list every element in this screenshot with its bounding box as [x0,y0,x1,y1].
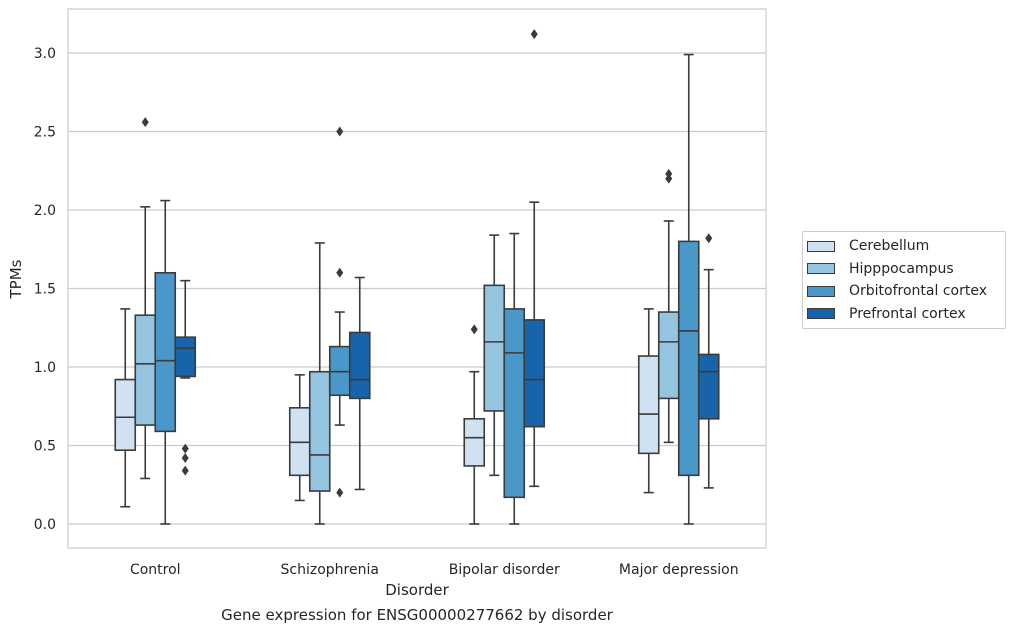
box-orbitofrontal-cortex [503,232,526,525]
outlier-point [665,168,673,179]
outlier-point [181,465,189,476]
legend-item: Cerebellum [803,235,1005,258]
box-cerebellum [114,308,137,508]
outlier-point [705,233,713,244]
y-tick-labels: 0.0 0.5 1.0 1.5 2.0 2.5 3.0 [34,46,56,533]
box-iqr [503,308,526,499]
y-axis-label: TPMs [7,259,25,299]
box-iqr [174,336,197,378]
y-tick-label: 2.5 [34,125,56,141]
box-cerebellum [463,324,486,525]
x-tick-label: Control [130,562,181,578]
outlier-point [336,487,344,498]
plot-area-frame [67,8,767,549]
y-tick-label: 0.0 [34,517,56,533]
box-hipppocampus [657,168,680,444]
box-iqr [657,311,680,400]
x-tick-label: Schizophrenia [281,562,379,578]
legend-label: Hipppocampus [849,260,954,277]
legend: Cerebellum Hipppocampus Orbitofrontal cort… [802,231,1006,329]
box-iqr [154,271,177,433]
legend-label: Prefrontal cortex [849,305,966,322]
box-orbitofrontal-cortex [677,53,700,525]
box-iqr [114,378,137,452]
legend-swatch [807,263,835,275]
box-iqr [637,355,660,455]
x-tick-label: Bipolar disorder [449,562,560,578]
legend-label: Orbitofrontal cortex [849,283,987,300]
box-cerebellum [637,308,660,494]
y-tick-label: 1.5 [34,282,56,298]
box-orbitofrontal-cortex [154,199,177,525]
legend-item: Orbitofrontal cortex [803,280,1005,303]
box-marks [114,29,720,525]
outlier-point [336,126,344,137]
outlier-point [141,117,149,128]
y-tick-label: 0.5 [34,439,56,455]
box-prefrontal-cortex [523,29,546,488]
box-hipppocampus [483,234,506,477]
y-tick-label: 2.0 [34,203,56,219]
y-tick-label: 3.0 [34,46,56,62]
box-cerebellum [288,374,311,502]
box-iqr [134,314,157,426]
x-tick-label: Major depression [619,562,739,578]
box-iqr [523,319,546,428]
box-iqr [697,353,720,420]
box-prefrontal-cortex [174,279,197,476]
x-axis-label: Disorder [385,581,449,599]
outlier-point [470,324,478,335]
outlier-point [181,443,189,454]
box-iqr [463,418,486,467]
legend-swatch [807,308,835,320]
box-iqr [348,331,371,400]
box-iqr [677,240,700,477]
legend-item: Prefrontal cortex [803,303,1005,326]
box-iqr [483,284,506,412]
x-tick-labels: Control Schizophrenia Bipolar disorder Majo… [130,562,739,578]
box-orbitofrontal-cortex [328,126,351,498]
box-hipppocampus [308,242,331,525]
legend-swatch [807,285,835,297]
legend-label: Cerebellum [849,238,930,255]
box-hipppocampus [134,117,157,480]
outlier-point [181,453,189,464]
outlier-point [336,267,344,278]
chart-caption: Gene expression for ENSG00000277662 by d… [221,606,613,624]
box-prefrontal-cortex [697,233,720,489]
outlier-point [530,29,538,40]
box-iqr [308,370,331,492]
y-tick-label: 1.0 [34,360,56,376]
legend-item: Hipppocampus [803,258,1005,281]
legend-swatch [807,240,835,252]
box-prefrontal-cortex [348,276,371,491]
